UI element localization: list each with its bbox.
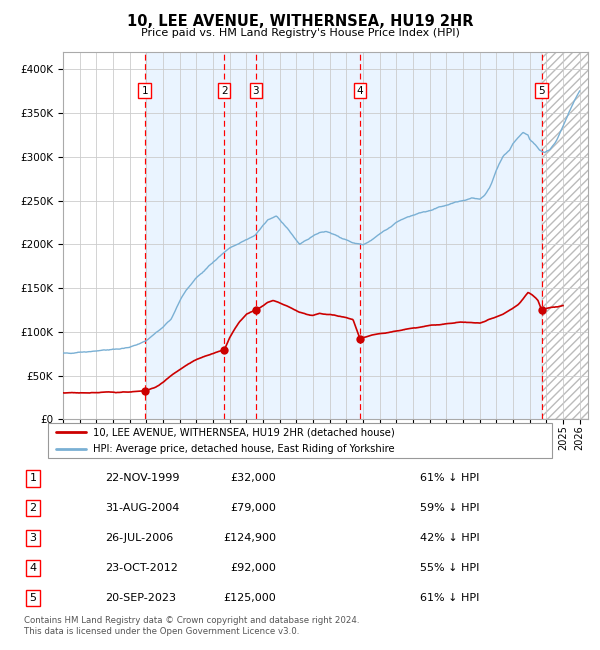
Text: 20-SEP-2023: 20-SEP-2023 xyxy=(105,593,176,603)
Text: 42% ↓ HPI: 42% ↓ HPI xyxy=(420,533,479,543)
Text: 23-OCT-2012: 23-OCT-2012 xyxy=(105,563,178,573)
Text: Price paid vs. HM Land Registry's House Price Index (HPI): Price paid vs. HM Land Registry's House … xyxy=(140,28,460,38)
Text: 22-NOV-1999: 22-NOV-1999 xyxy=(105,473,179,484)
Text: 1: 1 xyxy=(142,86,148,96)
Text: £92,000: £92,000 xyxy=(230,563,276,573)
Text: 2: 2 xyxy=(221,86,227,96)
Text: 59% ↓ HPI: 59% ↓ HPI xyxy=(420,503,479,514)
Text: 10, LEE AVENUE, WITHERNSEA, HU19 2HR (detached house): 10, LEE AVENUE, WITHERNSEA, HU19 2HR (de… xyxy=(94,427,395,437)
Text: 1: 1 xyxy=(29,473,37,484)
Text: Contains HM Land Registry data © Crown copyright and database right 2024.
This d: Contains HM Land Registry data © Crown c… xyxy=(24,616,359,636)
Text: 5: 5 xyxy=(29,593,37,603)
Text: £125,000: £125,000 xyxy=(223,593,276,603)
Text: 4: 4 xyxy=(29,563,37,573)
Text: 26-JUL-2006: 26-JUL-2006 xyxy=(105,533,173,543)
Text: 3: 3 xyxy=(253,86,259,96)
Text: 61% ↓ HPI: 61% ↓ HPI xyxy=(420,593,479,603)
Text: 31-AUG-2004: 31-AUG-2004 xyxy=(105,503,179,514)
Text: 61% ↓ HPI: 61% ↓ HPI xyxy=(420,473,479,484)
Bar xyxy=(542,52,600,419)
Text: 10, LEE AVENUE, WITHERNSEA, HU19 2HR: 10, LEE AVENUE, WITHERNSEA, HU19 2HR xyxy=(127,14,473,29)
Bar xyxy=(145,52,542,419)
Text: 4: 4 xyxy=(356,86,364,96)
Text: HPI: Average price, detached house, East Riding of Yorkshire: HPI: Average price, detached house, East… xyxy=(94,445,395,454)
Text: £79,000: £79,000 xyxy=(230,503,276,514)
Text: 2: 2 xyxy=(29,503,37,514)
Text: 3: 3 xyxy=(29,533,37,543)
Text: £124,900: £124,900 xyxy=(223,533,276,543)
Text: 55% ↓ HPI: 55% ↓ HPI xyxy=(420,563,479,573)
Text: £32,000: £32,000 xyxy=(230,473,276,484)
Text: 5: 5 xyxy=(538,86,545,96)
